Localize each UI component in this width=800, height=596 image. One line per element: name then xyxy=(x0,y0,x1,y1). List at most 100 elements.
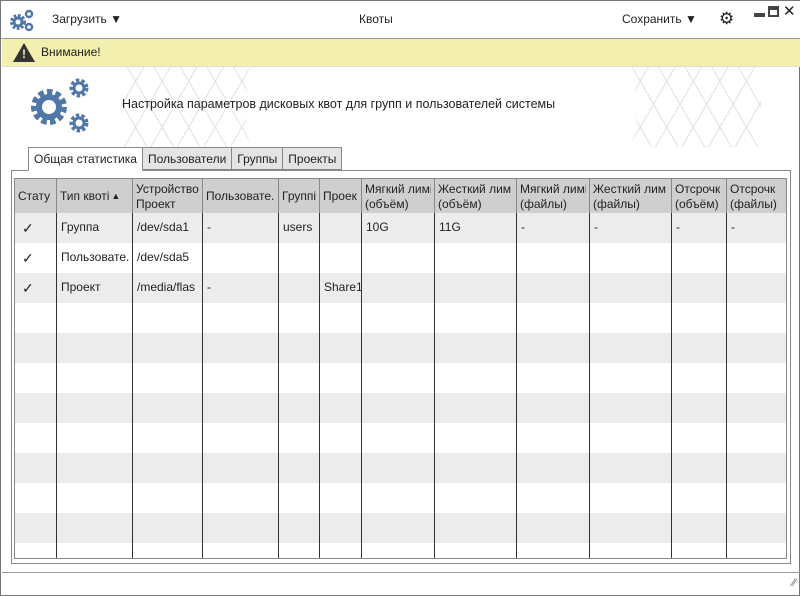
save-menu-button[interactable]: Сохранить ▼ xyxy=(622,12,697,26)
header-line: (объём) xyxy=(365,197,431,212)
table-row[interactable] xyxy=(15,423,786,453)
column-divider xyxy=(671,213,672,558)
column-header-hard-size[interactable]: Жесткий лим (объём) xyxy=(435,179,517,213)
header-line: Тип квоті ▲ xyxy=(60,189,129,204)
header-text: (объём) xyxy=(438,197,482,211)
cell-grace-size: - xyxy=(676,220,680,234)
header-line: Мягкий лимі xyxy=(365,182,431,197)
table-row[interactable] xyxy=(15,213,786,243)
cell-soft-files: - xyxy=(521,220,525,234)
table-row[interactable] xyxy=(15,483,786,513)
column-header-grace-files[interactable]: Отсрочк (файлы) xyxy=(727,179,786,213)
header-text: (объём) xyxy=(365,197,409,211)
warning-bar: ! Внимание! xyxy=(2,39,800,67)
chevron-down-icon: ▼ xyxy=(110,12,123,26)
column-header-soft-size[interactable]: Мягкий лимі (объём) xyxy=(362,179,435,213)
column-header-group[interactable]: Группі xyxy=(279,179,320,213)
header-text: (файлы) xyxy=(520,197,567,211)
column-header-soft-files[interactable]: Мягкий лимі (файлы) xyxy=(517,179,590,213)
header-line: Устройство xyxy=(136,182,199,197)
cell-grace-files: - xyxy=(731,220,735,234)
quota-table: Стату Тип квоті ▲ Устройство Проект Пользоват… xyxy=(14,178,787,559)
header-line: Проект xyxy=(136,197,199,212)
column-header-user[interactable]: Пользовате. xyxy=(203,179,279,213)
column-divider xyxy=(278,213,279,558)
column-divider xyxy=(202,213,203,558)
header-line: Пользовате. xyxy=(206,189,275,204)
resize-grip-icon[interactable]: ⁄⁄ xyxy=(792,577,796,589)
status-bar: ⁄⁄ xyxy=(2,572,800,596)
column-divider xyxy=(434,213,435,558)
column-divider xyxy=(361,213,362,558)
header-line: (файлы) xyxy=(593,197,668,212)
column-divider xyxy=(516,213,517,558)
header-text: Группі xyxy=(282,189,316,203)
gear-icon[interactable]: ⚙ xyxy=(719,9,735,28)
header-line: Стату xyxy=(18,189,53,204)
cell-group: users xyxy=(283,220,313,234)
column-header-device[interactable]: Устройство Проект xyxy=(133,179,203,213)
header-text: Мягкий лимі xyxy=(520,182,586,196)
header-line: Отсрочк xyxy=(730,182,784,197)
titlebar: Загрузить ▼ Квоты Сохранить ▼ ⚙ ✕ xyxy=(1,1,800,39)
header-line: (файлы) xyxy=(730,197,784,212)
close-icon[interactable]: ✕ xyxy=(783,3,796,20)
status-checkbox[interactable]: ✓ xyxy=(22,220,34,236)
column-divider xyxy=(56,213,57,558)
minimize-icon[interactable] xyxy=(754,13,765,17)
warning-text: Внимание! xyxy=(41,45,101,59)
window-title: Квоты xyxy=(359,12,393,26)
cell-device: /dev/sda5 xyxy=(137,250,190,264)
table-row[interactable] xyxy=(15,363,786,393)
column-header-grace-size[interactable]: Отсрочк (объём) xyxy=(672,179,727,213)
table-row[interactable] xyxy=(15,333,786,363)
status-checkbox[interactable]: ✓ xyxy=(22,250,34,266)
header-line: Проек xyxy=(323,189,358,204)
header-text: Пользовате. xyxy=(206,189,275,203)
header-line: (файлы) xyxy=(520,197,586,212)
table-row[interactable] xyxy=(15,243,786,273)
table-row[interactable] xyxy=(15,273,786,303)
column-header-project[interactable]: Проек xyxy=(320,179,362,213)
header-line: Группі xyxy=(282,189,316,204)
column-header-status[interactable]: Стату xyxy=(15,179,57,213)
column-divider xyxy=(132,213,133,558)
cell-project: Share1 xyxy=(324,280,361,294)
header-text: Жесткий лим xyxy=(438,182,512,196)
cell-type: Пользовате. xyxy=(61,250,130,264)
header-text: Устройство xyxy=(136,182,199,196)
header-text: (файлы) xyxy=(730,197,777,211)
tab-projects[interactable]: Проекты xyxy=(283,147,343,170)
table-row[interactable] xyxy=(15,393,786,423)
table-row[interactable] xyxy=(15,303,786,333)
header-line: Мягкий лимі xyxy=(520,182,586,197)
app-gears-icon xyxy=(10,9,34,32)
gears-icon xyxy=(31,78,89,133)
table-row[interactable] xyxy=(15,543,786,558)
header-text: Стату xyxy=(18,189,51,203)
column-header-type[interactable]: Тип квоті ▲ xyxy=(57,179,133,213)
header-text: Мягкий лимі xyxy=(365,182,431,196)
status-checkbox[interactable]: ✓ xyxy=(22,280,34,296)
load-label: Загрузить xyxy=(52,12,107,26)
column-header-hard-files[interactable]: Жесткий лим (файлы) xyxy=(590,179,672,213)
table-row[interactable] xyxy=(15,453,786,483)
cell-soft-size: 10G xyxy=(366,220,389,234)
maximize-icon[interactable] xyxy=(768,6,779,17)
header-line: Жесткий лим xyxy=(438,182,513,197)
header-line: (объём) xyxy=(438,197,513,212)
load-menu-button[interactable]: Загрузить ▼ xyxy=(52,12,122,26)
tab-bar: Общая статистика Пользователи Группы Про… xyxy=(28,147,343,171)
tab-users[interactable]: Пользователи xyxy=(142,147,233,170)
header-text: (объём) xyxy=(675,197,719,211)
header-text: Отсрочк xyxy=(730,182,776,196)
column-divider xyxy=(319,213,320,558)
cell-device: /media/flas xyxy=(137,280,196,294)
chevron-down-icon: ▼ xyxy=(684,12,697,26)
tab-general-stats[interactable]: Общая статистика xyxy=(28,147,143,171)
table-row[interactable] xyxy=(15,513,786,543)
tab-groups[interactable]: Группы xyxy=(232,147,284,170)
header-text: (файлы) xyxy=(593,197,640,211)
column-divider xyxy=(726,213,727,558)
